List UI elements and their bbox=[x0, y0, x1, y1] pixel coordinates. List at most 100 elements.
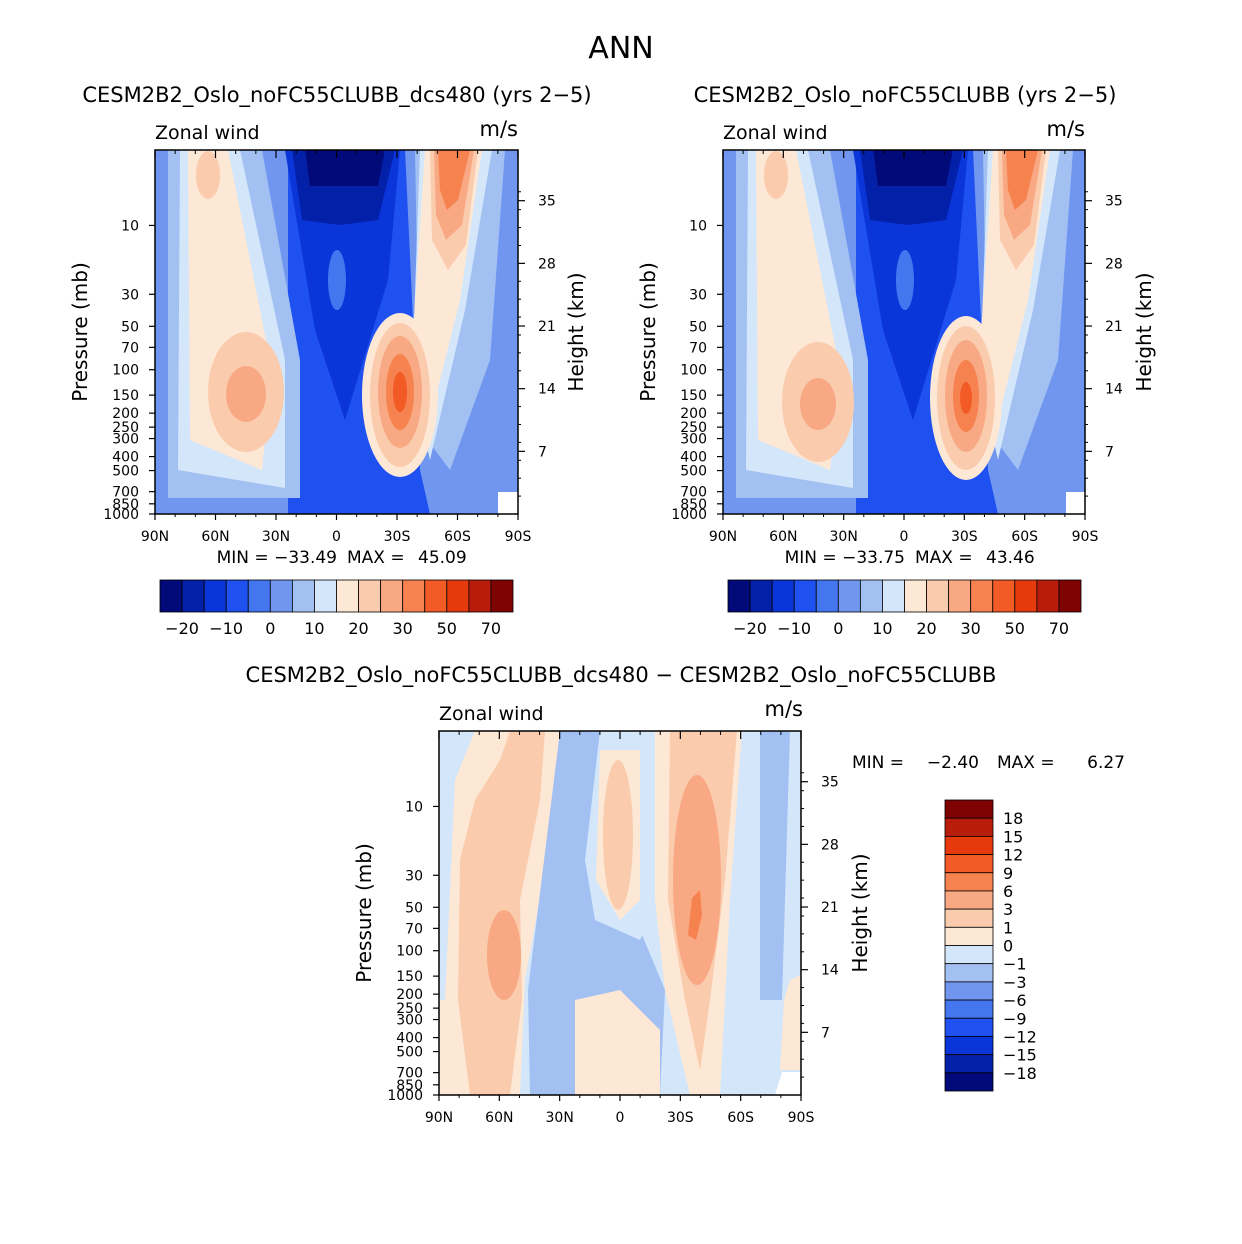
panel-right-axes: 90N 60N 30N 0 30S 60S 90S103050701001502002503… bbox=[671, 150, 1123, 545]
x-tick-label: 0 bbox=[900, 529, 909, 545]
y-tick-label: 700 bbox=[680, 485, 707, 501]
panel-left-nh-jet-core bbox=[226, 366, 266, 422]
colorbar-label: 15 bbox=[1003, 827, 1023, 846]
colorbar-label: −1 bbox=[1003, 955, 1027, 974]
colorbar-label: −10 bbox=[777, 619, 811, 638]
y-tick-label: 100 bbox=[680, 363, 707, 379]
colorbar-swatch bbox=[181, 579, 205, 613]
colorbar-swatch bbox=[159, 579, 183, 613]
panel-right: CESM2B2_Oslo_noFC55CLUBB (yrs 2−5) Zonal… bbox=[636, 83, 1156, 638]
y-tick-label: 200 bbox=[680, 406, 707, 422]
panel-diff-lower-light bbox=[575, 990, 660, 1095]
colorbar-swatch bbox=[490, 579, 514, 613]
panel-left-nh-upper-patch bbox=[196, 151, 220, 199]
panel-diff-ylabel: Pressure (mb) bbox=[352, 843, 376, 983]
x-tick-label: 90N bbox=[425, 1110, 453, 1126]
colorbar-swatch bbox=[882, 579, 905, 613]
colorbar-label: 70 bbox=[1049, 619, 1069, 638]
y2-tick-label: 14 bbox=[821, 963, 839, 979]
colorbar-label: 12 bbox=[1003, 846, 1023, 865]
panel-left-min-label: MIN = −33.49 bbox=[217, 548, 337, 568]
x-tick-label: 0 bbox=[332, 529, 341, 545]
colorbar-swatch bbox=[749, 579, 773, 613]
y-tick-label: 500 bbox=[680, 464, 707, 480]
panel-left-y2label: Height (km) bbox=[564, 272, 588, 391]
panel-right-colorbar: −20 −10 0 10 20 30 50 70 bbox=[727, 579, 1082, 638]
panel-left-sh-polar-jet-core bbox=[438, 150, 470, 210]
panel-right-units-label: m/s bbox=[1047, 117, 1085, 141]
colorbar-swatch bbox=[314, 579, 337, 613]
panel-right-nh-jet-core bbox=[800, 378, 836, 430]
colorbar-label: 0 bbox=[833, 619, 843, 638]
y2-tick-label: 35 bbox=[1105, 194, 1123, 210]
y-tick-label: 30 bbox=[689, 287, 707, 303]
colorbar-swatch bbox=[424, 579, 448, 613]
colorbar-swatch bbox=[926, 579, 950, 613]
y-tick-label: 500 bbox=[112, 464, 139, 480]
panel-right-antarctica-mask bbox=[1066, 492, 1085, 514]
x-tick-label: 30S bbox=[951, 529, 978, 545]
panel-right-easterly-core bbox=[873, 150, 953, 186]
y-tick-label: 300 bbox=[396, 1013, 423, 1029]
colorbar-swatch bbox=[468, 579, 492, 613]
y-tick-label: 850 bbox=[396, 1078, 423, 1094]
panel-right-variable-label: Zonal wind bbox=[723, 122, 828, 144]
y-tick-label: 1000 bbox=[671, 507, 707, 523]
colorbar-label: −20 bbox=[165, 619, 199, 638]
y-tick-label: 300 bbox=[680, 432, 707, 448]
colorbar-label: 50 bbox=[437, 619, 457, 638]
colorbar-label: 0 bbox=[1003, 937, 1013, 956]
y-tick-label: 200 bbox=[396, 987, 423, 1003]
colorbar-swatch bbox=[944, 890, 994, 910]
colorbar-swatch bbox=[944, 981, 994, 1001]
panel-right-sh-jet-core bbox=[960, 382, 972, 414]
y2-tick-label: 21 bbox=[538, 319, 556, 335]
colorbar-swatch bbox=[380, 579, 404, 613]
x-tick-label: 90S bbox=[1072, 529, 1099, 545]
colorbar-swatch bbox=[944, 963, 994, 983]
colorbar-swatch bbox=[944, 872, 994, 892]
panel-right-max-label: MAX = 43.46 bbox=[915, 548, 1035, 568]
colorbar-label: 6 bbox=[1003, 882, 1013, 901]
y-tick-label: 250 bbox=[680, 420, 707, 436]
x-tick-label: 60S bbox=[444, 529, 471, 545]
colorbar-swatch bbox=[269, 579, 293, 613]
colorbar-swatch bbox=[944, 799, 994, 819]
x-tick-label: 30N bbox=[262, 529, 290, 545]
colorbar-label: 3 bbox=[1003, 900, 1013, 919]
y2-tick-label: 35 bbox=[821, 775, 839, 791]
x-tick-label: 90N bbox=[709, 529, 737, 545]
panel-diff-nh-edge bbox=[439, 731, 475, 1000]
y-tick-label: 250 bbox=[112, 420, 139, 436]
x-tick-label: 90S bbox=[505, 529, 532, 545]
panel-left-ylabel: Pressure (mb) bbox=[68, 262, 92, 402]
panel-diff-title: CESM2B2_Oslo_noFC55CLUBB_dcs480 − CESM2B… bbox=[246, 663, 997, 688]
y2-tick-label: 35 bbox=[538, 194, 556, 210]
y2-tick-label: 14 bbox=[1105, 382, 1123, 398]
panel-diff-variable-label: Zonal wind bbox=[439, 703, 544, 725]
y2-tick-label: 7 bbox=[538, 444, 547, 460]
y-tick-label: 700 bbox=[396, 1066, 423, 1082]
panel-diff: CESM2B2_Oslo_noFC55CLUBB_dcs480 − CESM2B… bbox=[246, 663, 1125, 1126]
x-tick-label: 30S bbox=[384, 529, 411, 545]
colorbar-label: 30 bbox=[961, 619, 981, 638]
x-tick-label: 60N bbox=[769, 529, 797, 545]
y-tick-label: 1000 bbox=[103, 507, 139, 523]
panel-right-sh-polar-jet-core bbox=[1006, 150, 1038, 210]
colorbar-swatch bbox=[944, 926, 994, 946]
y-tick-label: 150 bbox=[112, 388, 139, 404]
x-tick-label: 90S bbox=[788, 1110, 815, 1126]
panel-left: CESM2B2_Oslo_noFC55CLUBB_dcs480 (yrs 2−5… bbox=[68, 83, 592, 638]
x-tick-label: 60N bbox=[201, 529, 229, 545]
x-tick-label: 90N bbox=[141, 529, 169, 545]
panel-right-easterly-gap bbox=[896, 250, 914, 310]
colorbar-swatch bbox=[727, 579, 751, 613]
colorbar-swatch bbox=[402, 579, 426, 613]
y2-tick-label: 28 bbox=[538, 256, 556, 272]
panel-right-nh-upper-patch bbox=[764, 151, 788, 199]
colorbar-swatch bbox=[944, 835, 994, 855]
colorbar-label: 20 bbox=[348, 619, 368, 638]
panel-diff-axes: 90N 60N 30N 0 30S 60S 90S103050701001502002503… bbox=[387, 731, 839, 1126]
y-tick-label: 700 bbox=[112, 485, 139, 501]
